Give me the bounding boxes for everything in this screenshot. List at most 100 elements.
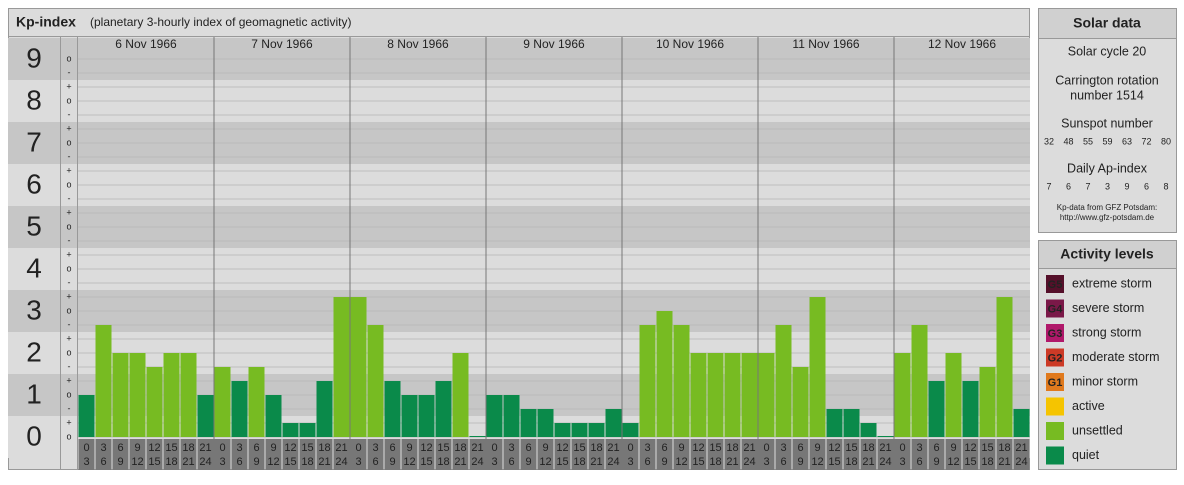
x-tick-label: 0 <box>627 442 633 454</box>
y-minor-label: - <box>68 319 71 329</box>
bar <box>962 381 979 437</box>
bar <box>843 408 860 437</box>
y-minor-label: + <box>66 207 71 217</box>
x-tick-label: 9 <box>933 456 939 468</box>
bar <box>622 423 639 437</box>
hour-box <box>265 439 282 470</box>
x-tick-label: 12 <box>675 456 687 468</box>
bar <box>197 395 214 437</box>
x-tick-label: 9 <box>134 442 140 454</box>
legend-swatch <box>1046 397 1064 416</box>
x-tick-label: 3 <box>916 442 922 454</box>
sunspot-number: 80 <box>1161 136 1171 146</box>
y-minor-label: o <box>66 305 71 315</box>
x-tick-label: 9 <box>814 442 820 454</box>
y-tick-label: 2 <box>26 336 42 367</box>
hour-box <box>163 439 180 470</box>
x-tick-label: 18 <box>981 456 993 468</box>
y-minor-label: - <box>68 361 71 371</box>
ap-value: 3 <box>1105 181 1110 191</box>
ap-value: 6 <box>1066 181 1071 191</box>
x-tick-label: 21 <box>607 442 619 454</box>
y-minor-label: o <box>66 95 71 105</box>
x-tick-label: 21 <box>743 442 755 454</box>
x-tick-label: 15 <box>828 456 840 468</box>
panel-title: Solar data <box>1073 15 1141 31</box>
hour-box <box>180 439 197 470</box>
x-tick-label: 12 <box>267 456 279 468</box>
bar <box>605 408 622 437</box>
legend-code: G3 <box>1048 328 1063 340</box>
hour-box <box>418 439 435 470</box>
hour-box <box>945 439 962 470</box>
hour-box <box>690 439 707 470</box>
hour-box <box>112 439 129 470</box>
solar-cycle: Solar cycle 20 <box>1068 44 1147 58</box>
hour-box <box>146 439 163 470</box>
bar <box>384 381 401 437</box>
x-tick-label: 3 <box>508 442 514 454</box>
solar-panel <box>1038 8 1177 233</box>
x-tick-label: 0 <box>355 442 361 454</box>
y-minor-label: - <box>68 235 71 245</box>
day-label: 6 Nov 1966 <box>115 37 177 51</box>
sunspot-number: 59 <box>1102 136 1112 146</box>
hour-box <box>843 439 860 470</box>
source: Kp-data from GFZ Potsdam: <box>1057 203 1157 212</box>
bar <box>367 324 384 437</box>
x-tick-label: 18 <box>998 442 1010 454</box>
x-tick-label: 21 <box>199 442 211 454</box>
x-tick-label: 9 <box>253 456 259 468</box>
x-tick-label: 12 <box>131 456 143 468</box>
y-minor-label: o <box>66 431 71 441</box>
hour-box <box>95 439 112 470</box>
x-tick-label: 12 <box>556 442 568 454</box>
hour-box <box>316 439 333 470</box>
x-tick-label: 21 <box>590 456 602 468</box>
y-minor-label: + <box>66 375 71 385</box>
x-tick-label: 15 <box>573 442 585 454</box>
x-tick-label: 12 <box>964 442 976 454</box>
bar <box>792 366 809 437</box>
hour-box <box>367 439 384 470</box>
bar <box>979 366 996 437</box>
x-tick-label: 9 <box>117 456 123 468</box>
hour-box <box>571 439 588 470</box>
hour-box <box>197 439 214 470</box>
legend-label: minor storm <box>1072 374 1138 388</box>
hour-box <box>537 439 554 470</box>
sunspot-title: Sunspot number <box>1061 116 1153 130</box>
x-tick-label: 6 <box>117 442 123 454</box>
y-minor-label: + <box>66 333 71 343</box>
bar <box>486 395 503 437</box>
hour-box <box>78 439 95 470</box>
x-tick-label: 18 <box>709 456 721 468</box>
day-label: 7 Nov 1966 <box>251 37 313 51</box>
x-tick-label: 21 <box>1015 442 1027 454</box>
hour-box <box>554 439 571 470</box>
hour-box <box>860 439 877 470</box>
hour-box <box>282 439 299 470</box>
bar <box>673 324 690 437</box>
y-minor-label: o <box>66 221 71 231</box>
hour-box <box>503 439 520 470</box>
x-tick-label: 15 <box>692 456 704 468</box>
legend-label: active <box>1072 399 1105 413</box>
legend-label: strong storm <box>1072 325 1141 339</box>
x-tick-label: 6 <box>797 442 803 454</box>
bar <box>248 366 265 437</box>
x-tick-label: 6 <box>389 442 395 454</box>
day-label: 12 Nov 1966 <box>928 37 996 51</box>
y-minor-label: - <box>68 67 71 77</box>
hour-box <box>741 439 758 470</box>
bar <box>180 353 197 437</box>
legend-label: unsettled <box>1072 423 1123 437</box>
x-tick-label: 18 <box>165 456 177 468</box>
hour-box <box>469 439 486 470</box>
x-tick-label: 18 <box>182 442 194 454</box>
x-tick-label: 3 <box>491 456 497 468</box>
hour-box <box>520 439 537 470</box>
hour-box <box>826 439 843 470</box>
x-tick-label: 0 <box>219 442 225 454</box>
